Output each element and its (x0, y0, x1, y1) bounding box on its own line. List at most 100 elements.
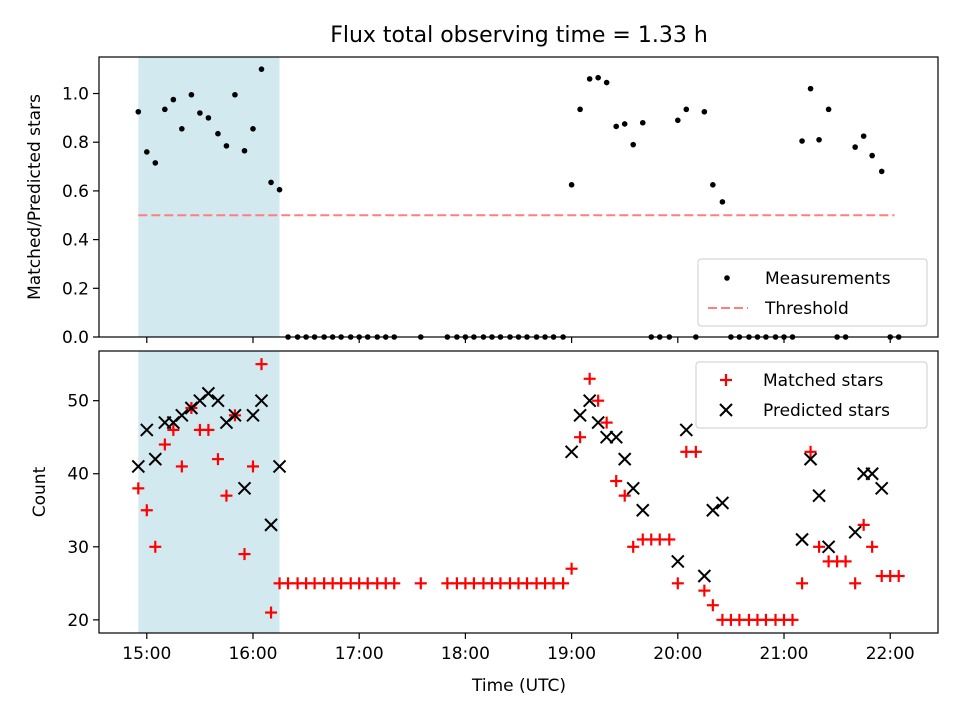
matched-star-point (255, 358, 268, 371)
matched-star-point (149, 540, 162, 553)
matched-star-point (796, 577, 809, 590)
measurement-point (825, 106, 832, 113)
measurement-point (852, 144, 858, 150)
x-tick-label: 16:00 (228, 644, 277, 664)
measurement-point (577, 106, 583, 113)
matched-star-point (804, 445, 817, 458)
predicted-star-point (599, 430, 614, 444)
measurement-point (241, 147, 248, 154)
measurement-point (701, 108, 708, 115)
y-tick-label: 0.8 (62, 133, 89, 153)
y-tick-label: 0.2 (62, 279, 89, 299)
predicted-star-point (148, 452, 162, 466)
measurement-point (152, 160, 159, 166)
matched-star-point (220, 489, 233, 502)
measurement-point (807, 85, 814, 92)
predicted-star-point (875, 481, 889, 496)
y-tick-label: 0.6 (62, 182, 89, 202)
legend-threshold-label: Threshold (764, 299, 849, 319)
measurement-point (276, 186, 283, 193)
matched-star-point (689, 445, 702, 458)
measurement-point (586, 76, 593, 82)
measurement-point (675, 117, 681, 124)
matched-star-point (158, 438, 171, 451)
predicted-star-point (131, 459, 146, 474)
matched-star-point (849, 577, 862, 590)
legend-predicted-label: Predicted stars (763, 401, 890, 421)
predicted-star-point (582, 393, 597, 408)
predicted-star-point (140, 423, 154, 437)
predicted-star-point (617, 452, 632, 466)
x-tick-label: 17:00 (335, 644, 384, 664)
legend-matched-marker (720, 374, 732, 386)
matched-star-point (857, 518, 870, 531)
bottom-shaded-region (138, 351, 280, 633)
measurement-point (719, 199, 726, 205)
y-tick-label: 0.0 (62, 328, 89, 348)
predicted-star-point (272, 459, 287, 474)
matched-star-point (238, 548, 251, 561)
matched-star-point (892, 570, 905, 583)
predicted-star-point (865, 467, 879, 481)
measurement-point (710, 182, 716, 188)
ratio-panel: Flux total observing time = 1.33 h 0.0 0.… (25, 23, 939, 348)
predicted-star-point (636, 503, 650, 517)
bottom-plot-frame (98, 350, 939, 634)
predicted-star-point (609, 430, 623, 444)
predicted-star-point (573, 408, 587, 422)
matched-star-point (414, 577, 427, 590)
chart-title: Flux total observing time = 1.33 h (330, 23, 708, 48)
measurement-point (135, 108, 142, 115)
measurement-point (215, 130, 221, 137)
matched-star-point (574, 431, 587, 444)
legend-matched-label: Matched stars (763, 371, 883, 391)
predicted-star-point (679, 423, 694, 437)
predicted-star-point (564, 445, 579, 459)
bottom-legend-box (695, 361, 928, 429)
bottom-y-axis-label: Count (30, 466, 50, 517)
predicted-star-point (264, 518, 278, 532)
measurement-point (162, 106, 168, 113)
matched-star-point (175, 460, 188, 473)
matched-star-point (618, 489, 631, 502)
matched-star-point (592, 394, 605, 407)
matched-star-point (786, 613, 799, 626)
top-legend: Measurements Threshold (697, 258, 928, 327)
predicted-star-point (201, 386, 216, 401)
matched-star-point (839, 555, 852, 568)
measurement-point (258, 66, 265, 72)
y-tick-label: 0.4 (62, 231, 89, 251)
matched-star-point (388, 577, 401, 590)
measurement-point (568, 182, 575, 188)
predicted-star-point (626, 481, 640, 496)
measurement-point (595, 74, 601, 81)
measurement-point (613, 123, 620, 130)
x-axis-label: Time (UTC) (471, 676, 566, 696)
measurement-point (603, 79, 610, 86)
y-tick-label: 30 (67, 538, 89, 558)
x-tick-label: 21:00 (760, 644, 809, 664)
measurement-point (250, 126, 256, 132)
top-y-axis-label: Matched/Predicted stars (25, 94, 45, 300)
y-tick-label: 1.0 (62, 85, 89, 105)
measurement-point (799, 138, 805, 144)
measurement-point (205, 115, 212, 121)
x-tick-label: 22:00 (866, 644, 915, 664)
count-panel: 20 30 40 50 15:00 16:00 17:00 18:00 19:00 20:00 2… (30, 350, 939, 696)
predicted-star-point (848, 525, 862, 539)
x-tick-label: 15:00 (122, 644, 171, 664)
predicted-star-point (697, 569, 712, 583)
measurement-point (878, 168, 885, 175)
matched-star-point (663, 533, 676, 546)
predicted-star-point (591, 415, 605, 430)
matched-star-point (610, 475, 623, 488)
matched-star-point (706, 599, 719, 612)
matched-star-point (557, 577, 570, 590)
matched-star-point (600, 416, 613, 429)
measurement-point (170, 96, 177, 103)
matched-star-point (211, 453, 224, 466)
predicted-star-point (246, 408, 260, 422)
measurement-point (683, 106, 690, 113)
matched-star-point (265, 606, 278, 619)
matched-star-point (246, 460, 259, 473)
